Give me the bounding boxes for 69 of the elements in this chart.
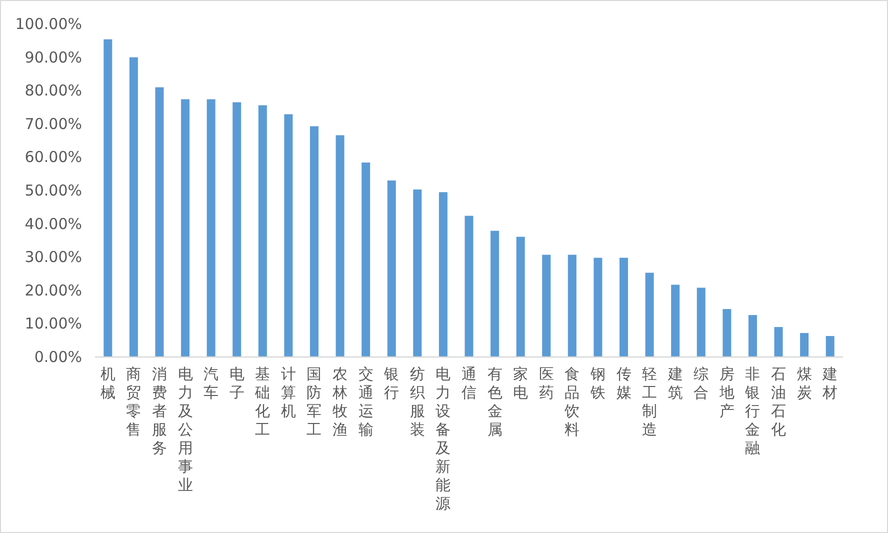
bar <box>722 309 732 357</box>
x-tick-label: 计算机 <box>280 365 296 420</box>
x-tick-label: 建筑 <box>666 365 683 402</box>
y-tick-label: 70.00% <box>24 114 82 133</box>
bar <box>284 114 293 357</box>
bar <box>748 315 757 357</box>
bar <box>800 333 809 357</box>
x-tick-label: 银行 <box>383 365 400 402</box>
bar <box>671 284 680 357</box>
y-tick-label: 80.00% <box>24 82 82 100</box>
x-tick-label: 交通运输 <box>358 365 374 438</box>
x-tick-label: 农林牧渔 <box>332 365 348 438</box>
bar <box>181 99 190 357</box>
x-tick-label: 商贸零售 <box>126 365 142 438</box>
x-tick-label: 机械 <box>100 365 116 402</box>
bar <box>594 258 602 357</box>
x-tick-label: 房地产 <box>718 365 734 420</box>
x-tick-label: 建材 <box>822 365 838 402</box>
x-tick-label: 国防军工 <box>306 365 322 438</box>
bar <box>826 336 834 357</box>
x-tick-label: 电力及公用事业 <box>178 365 193 494</box>
bar <box>129 57 138 357</box>
bar <box>568 254 576 357</box>
x-tick-label: 钢铁 <box>589 365 606 402</box>
x-tick-label: 煤炭 <box>796 365 812 402</box>
y-tick-label: 0.00% <box>34 348 82 366</box>
x-tick-label: 综合 <box>694 365 709 402</box>
x-tick-label: 轻工制造 <box>642 365 658 438</box>
bar <box>362 162 370 357</box>
x-tick-label: 非银行金融 <box>744 365 760 457</box>
x-tick-label: 医药 <box>538 365 554 402</box>
bar <box>620 258 628 357</box>
y-tick-label: 10.00% <box>24 314 82 333</box>
bar <box>206 99 216 357</box>
x-tick-label: 基础化工 <box>254 365 270 438</box>
y-tick-label: 90.00% <box>24 48 82 66</box>
y-tick-label: 20.00% <box>24 281 82 300</box>
bar <box>387 180 396 357</box>
x-tick-label: 电子 <box>229 365 244 402</box>
y-tick-label: 50.00% <box>24 182 82 200</box>
x-tick-label: 消费者服务 <box>152 365 167 457</box>
bar <box>258 105 267 357</box>
bar <box>310 126 318 357</box>
bar <box>542 254 551 357</box>
x-tick-label: 家电 <box>513 365 528 402</box>
x-tick-label: 食品饮料 <box>564 365 580 438</box>
bar <box>438 192 448 357</box>
x-tick-label: 通信 <box>462 365 476 402</box>
bar <box>516 236 525 357</box>
y-tick-label: 60.00% <box>24 148 82 166</box>
bar <box>232 102 242 357</box>
y-tick-label: 100.00% <box>15 15 82 33</box>
bar <box>645 272 654 357</box>
y-tick-label: 30.00% <box>24 248 82 266</box>
x-tick-label: 有色金属 <box>487 365 502 438</box>
bar <box>413 190 422 357</box>
bar <box>696 288 706 357</box>
y-tick-label: 40.00% <box>24 214 82 233</box>
bar <box>155 87 164 357</box>
x-tick-label: 汽车 <box>204 365 219 402</box>
x-tick-label: 纺织服装 <box>410 365 425 438</box>
x-tick-label: 电力设备及新能源 <box>436 365 451 512</box>
bar <box>774 327 783 357</box>
bar <box>464 216 474 357</box>
bar <box>104 39 112 357</box>
bar <box>490 230 500 357</box>
x-tick-label: 传媒 <box>616 365 632 402</box>
x-tick-label: 石油石化 <box>771 365 786 438</box>
bar <box>336 135 344 357</box>
